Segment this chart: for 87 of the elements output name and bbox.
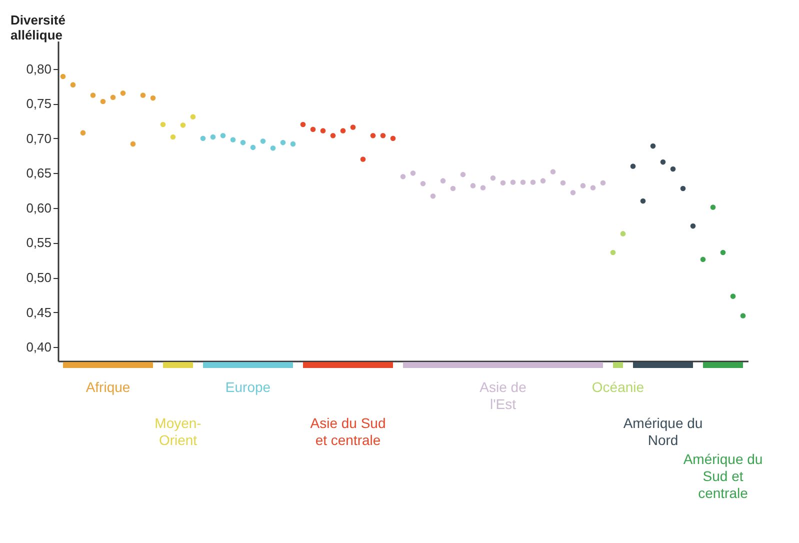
text: Europe: [225, 379, 271, 395]
point: [110, 94, 116, 100]
point: [270, 145, 276, 151]
point: [390, 136, 396, 142]
y-tick-label: 0,55: [26, 235, 52, 250]
point: [520, 180, 526, 185]
y-tick-label: 0,60: [26, 200, 52, 216]
point: [320, 128, 326, 134]
point: [300, 122, 306, 128]
text: Asie de l'Est: [480, 379, 527, 412]
point: [210, 134, 216, 140]
point: [130, 141, 136, 147]
y-tick-label: 0,75: [26, 96, 52, 112]
point: [710, 204, 716, 210]
point: [80, 130, 86, 136]
point: [190, 114, 196, 120]
text: Moyen-Orient: [154, 415, 202, 448]
point: [120, 90, 126, 96]
point: [230, 137, 236, 142]
point: [680, 186, 686, 192]
y-tick-label: 0,80: [26, 61, 52, 76]
point: [220, 132, 226, 138]
point: [380, 132, 386, 138]
point: [240, 140, 246, 146]
point: [730, 294, 736, 299]
point: [60, 74, 66, 80]
point: [630, 164, 636, 169]
point: [590, 185, 596, 190]
text: Amérique du Nord: [623, 415, 703, 448]
text: Afrique: [86, 379, 130, 395]
point: [420, 180, 426, 186]
point: [340, 128, 346, 134]
point: [510, 180, 516, 185]
point: [310, 126, 316, 132]
point: [290, 141, 296, 147]
point: [140, 92, 146, 98]
point: [170, 134, 176, 140]
point: [90, 92, 96, 98]
point: [350, 124, 356, 130]
point: [610, 250, 616, 256]
y-tick-label: 0,50: [26, 270, 52, 286]
point: [150, 95, 156, 101]
point: [470, 183, 476, 188]
text: Asie du Sud et centrale: [310, 415, 386, 448]
point: [200, 136, 206, 142]
point: [430, 193, 436, 199]
point: [530, 180, 536, 185]
legend-label: Océanie: [592, 379, 644, 395]
text: Amérique du Sud et centrale: [683, 451, 763, 501]
point: [580, 183, 586, 188]
point: [360, 156, 366, 162]
y-tick-label: 0,45: [26, 304, 52, 320]
point: [480, 185, 486, 190]
point: [490, 175, 496, 181]
point: [690, 223, 696, 229]
point: [260, 138, 266, 144]
point: [500, 180, 506, 186]
point: [400, 174, 406, 180]
point: [180, 122, 186, 128]
point: [440, 178, 446, 184]
point: [330, 132, 336, 138]
y-axis-title: Diversité allélique: [10, 12, 66, 42]
point: [450, 186, 456, 192]
point: [250, 144, 256, 150]
point: [640, 198, 646, 204]
point: [560, 180, 566, 186]
point: [370, 132, 376, 138]
point: [460, 172, 466, 178]
point: [700, 256, 706, 262]
y-tick-label: 0,40: [26, 340, 52, 355]
point: [620, 231, 626, 236]
point: [160, 122, 166, 128]
point: [600, 180, 606, 186]
point: [70, 82, 76, 88]
y-tick-label: 0,70: [26, 130, 52, 146]
point: [720, 250, 726, 256]
point: [540, 178, 546, 184]
point: [670, 166, 676, 172]
point: [650, 143, 656, 149]
point: [550, 169, 556, 174]
point: [660, 159, 666, 165]
point: [100, 98, 106, 104]
point: [740, 313, 746, 318]
point: [410, 170, 416, 176]
y-tick-label: 0,65: [26, 166, 52, 181]
point: [570, 190, 576, 196]
point: [280, 140, 286, 146]
